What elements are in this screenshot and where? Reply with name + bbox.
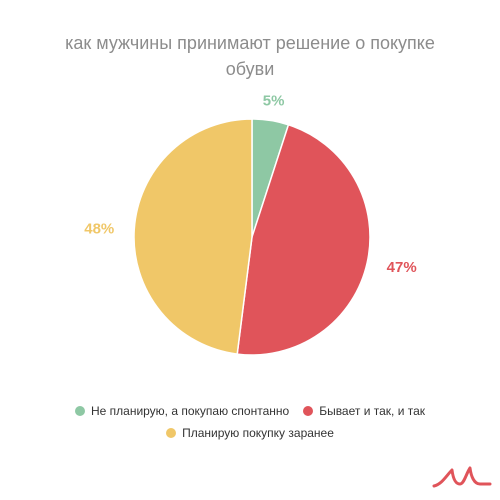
data-label-planned: 48% xyxy=(84,220,114,237)
legend-swatch-planned xyxy=(166,428,177,438)
logo-mark xyxy=(432,466,492,488)
data-label-both: 47% xyxy=(387,259,417,276)
pie-slice-planned xyxy=(133,118,253,355)
chart-title: как мужчины принимают решение о покупке … xyxy=(65,33,435,79)
legend-item-both: Бывает и так, и так xyxy=(303,404,425,418)
legend-swatch-spontaneous xyxy=(74,406,85,416)
legend-swatch-both xyxy=(303,406,314,416)
legend-label-spontaneous: Не планирую, а покупаю спонтанно xyxy=(90,404,290,418)
legend-row-1: Не планирую, а покупаю спонтанно Бывает … xyxy=(0,400,500,422)
data-label-spontaneous: 5% xyxy=(263,93,285,110)
pie-slice-both xyxy=(236,123,371,356)
legend-item-planned: Планирую покупку заранее xyxy=(166,426,334,440)
legend-label-both: Бывает и так, и так xyxy=(319,404,426,418)
legend: Не планирую, а покупаю спонтанно Бывает … xyxy=(0,400,500,444)
legend-row-2: Планирую покупку заранее xyxy=(0,422,500,444)
legend-label-planned: Планирую покупку заранее xyxy=(182,426,334,440)
brand-logo xyxy=(432,466,492,488)
legend-item-spontaneous: Не планирую, а покупаю спонтанно xyxy=(74,404,290,418)
